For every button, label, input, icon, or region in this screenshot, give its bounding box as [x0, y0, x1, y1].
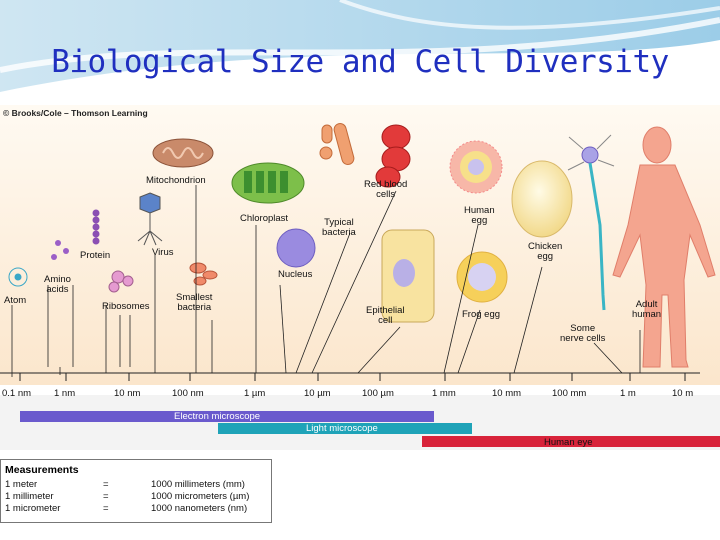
protein-shape — [92, 209, 100, 245]
label-virus: Virus — [152, 247, 174, 258]
chloroplast-shape — [231, 162, 305, 204]
measurement-value: 1000 nanometers (nm) — [151, 503, 248, 514]
mitochondrion-shape — [152, 138, 214, 168]
tick-label: 100 nm — [172, 388, 204, 399]
label-amino-acids: Amino acids — [44, 274, 71, 295]
chicken-egg-shape — [511, 160, 573, 238]
tick-label: 100 mm — [552, 388, 587, 399]
label-protein: Protein — [80, 250, 111, 261]
measurement-unit: 1 meter — [5, 479, 38, 490]
diagram-panel — [0, 105, 720, 450]
red-blood-cells-shape — [375, 124, 411, 188]
tick-label: 1 µm — [244, 388, 266, 399]
epithelial-cell-shape — [381, 229, 435, 323]
label-light-microscope: Light microscope — [306, 423, 378, 434]
human-egg-shape — [449, 140, 503, 194]
image-credit: © Brooks/Cole – Thomson Learning — [3, 108, 148, 118]
label-smallest-bacteria: Smallest bacteria — [176, 292, 213, 313]
measurement-unit: 1 micrometer — [5, 503, 61, 514]
electron-microscope-bar — [20, 411, 434, 422]
typical-bacteria-shape — [319, 123, 355, 165]
label-nerve-cells: Some nerve cells — [560, 323, 606, 344]
tick-label: 10 mm — [492, 388, 522, 399]
measurement-value: 1000 millimeters (mm) — [151, 479, 245, 490]
indicator-lines — [11, 185, 641, 377]
measurement-equals: = — [103, 491, 109, 502]
scale-axis — [0, 372, 700, 381]
tick-label: 1 nm — [54, 388, 76, 399]
measurements-header: Measurements — [5, 464, 79, 476]
measurement-unit: 1 millimeter — [5, 491, 54, 502]
tick-label: 1 m — [620, 388, 636, 399]
label-mitochondrion: Mitochondrion — [146, 175, 206, 186]
atom-shape — [8, 267, 28, 287]
light-microscope-bar — [218, 423, 472, 434]
nucleus-shape — [276, 228, 316, 268]
label-typical-bacteria: Typical bacteria — [322, 217, 356, 238]
label-nucleus: Nucleus — [278, 269, 313, 280]
tick-label: 0.1 nm — [2, 388, 32, 399]
label-human-egg: Human egg — [464, 205, 495, 226]
label-chloroplast: Chloroplast — [240, 213, 289, 224]
label-human-eye: Human eye — [544, 437, 593, 448]
virus-shape — [137, 192, 163, 246]
label-epithelial-cell: Epithelial cell — [366, 305, 405, 326]
slide-title: Biological Size and Cell Diversity — [51, 44, 669, 80]
measurement-value: 1000 micrometers (µm) — [151, 491, 250, 502]
human-silhouette — [612, 126, 716, 368]
label-atom: Atom — [4, 295, 27, 306]
measurements-box: Measurements 1 meter = 1000 millimeters … — [0, 459, 272, 523]
header-swoosh — [0, 0, 720, 92]
tick-label: 10 nm — [114, 388, 141, 399]
label-chicken-egg: Chicken egg — [528, 241, 563, 262]
measurement-equals: = — [103, 479, 109, 490]
tick-label: 1 mm — [432, 388, 456, 399]
label-electron-microscope: Electron microscope — [174, 411, 261, 422]
nerve-cell-shape — [567, 134, 615, 311]
tick-label: 10 µm — [304, 388, 331, 399]
measurement-equals: = — [103, 503, 109, 514]
label-ribosomes: Ribosomes — [102, 301, 150, 312]
frog-egg-shape — [456, 251, 508, 303]
amino-acids-shape — [51, 240, 69, 260]
label-red-blood-cells: Red blood cells — [364, 179, 408, 200]
label-adult-human: Adult human — [632, 299, 662, 320]
smallest-bacteria-shape — [189, 262, 218, 286]
tick-label: 10 m — [672, 388, 694, 399]
human-eye-bar — [422, 436, 720, 447]
ribosomes-shape — [108, 270, 134, 293]
tick-label: 100 µm — [362, 388, 394, 399]
label-frog-egg: Frog egg — [462, 309, 501, 320]
